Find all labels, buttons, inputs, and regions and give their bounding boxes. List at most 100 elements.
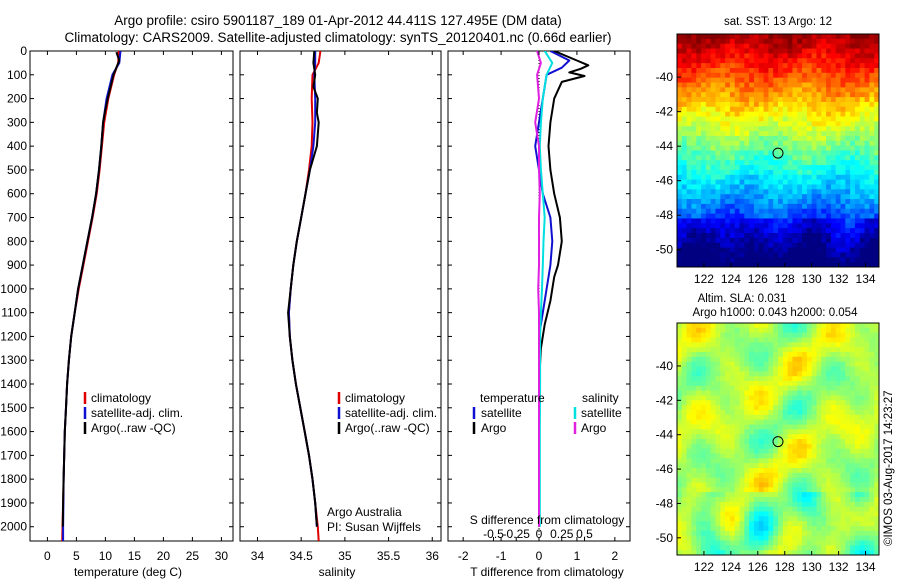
map-cell bbox=[749, 77, 755, 84]
map-cell bbox=[806, 410, 813, 416]
map-cell bbox=[806, 439, 813, 445]
map-cell bbox=[734, 429, 741, 435]
map-cell bbox=[729, 419, 736, 426]
map-cell bbox=[854, 540, 861, 546]
map-cell bbox=[850, 140, 856, 147]
map-cell bbox=[691, 101, 697, 108]
map-cell bbox=[720, 419, 726, 426]
map-y-tick-label: -50 bbox=[656, 243, 674, 257]
map-cell bbox=[802, 150, 808, 156]
map-cell bbox=[787, 419, 794, 426]
map-cell bbox=[830, 58, 837, 64]
map-cell bbox=[782, 526, 789, 532]
map-cell bbox=[696, 410, 702, 416]
map-cell bbox=[792, 208, 798, 215]
map-cell bbox=[778, 72, 784, 79]
map-cell bbox=[802, 208, 808, 215]
map-cell bbox=[874, 327, 879, 334]
map-cell bbox=[845, 477, 851, 484]
map-cell bbox=[850, 477, 856, 484]
map-cell bbox=[859, 228, 866, 234]
map-cell bbox=[734, 516, 741, 522]
map-cell bbox=[773, 497, 779, 503]
map-cell bbox=[677, 511, 683, 517]
map-cell bbox=[753, 376, 760, 382]
map-cell bbox=[778, 208, 784, 215]
map-cell bbox=[854, 492, 861, 498]
map-cell bbox=[782, 131, 789, 137]
map-cell bbox=[859, 400, 866, 406]
map-cell bbox=[720, 501, 726, 508]
map-cell bbox=[744, 342, 750, 348]
map-cell bbox=[845, 400, 851, 406]
map-cell bbox=[753, 477, 760, 484]
map-cell bbox=[854, 511, 861, 517]
map-cell bbox=[768, 458, 774, 464]
map-cell bbox=[729, 526, 736, 532]
map-cell bbox=[725, 376, 731, 382]
map-cell bbox=[797, 352, 803, 358]
map-cell bbox=[691, 160, 697, 166]
map-cell bbox=[845, 111, 851, 118]
map-cell bbox=[782, 160, 789, 166]
map-cell bbox=[720, 371, 726, 377]
map-cell bbox=[744, 400, 750, 406]
map-cell bbox=[715, 434, 721, 440]
map-cell bbox=[840, 228, 846, 234]
map-cell bbox=[835, 410, 842, 416]
map-cell bbox=[686, 223, 693, 229]
map-cell bbox=[787, 160, 794, 166]
map-cell bbox=[701, 526, 707, 532]
map-cell bbox=[821, 482, 827, 488]
map-cell bbox=[758, 262, 765, 267]
map-cell bbox=[739, 352, 745, 358]
map-cell bbox=[729, 174, 736, 181]
map-cell bbox=[854, 526, 861, 532]
map-cell bbox=[691, 67, 697, 74]
map-cell bbox=[720, 150, 726, 156]
map-cell bbox=[830, 419, 837, 426]
map-cell bbox=[715, 419, 721, 426]
x-tick-label: 1 bbox=[574, 549, 581, 563]
map-cell bbox=[850, 121, 856, 127]
map-cell bbox=[864, 477, 870, 484]
map-cell bbox=[797, 381, 803, 387]
map-cell bbox=[744, 385, 750, 392]
map-cell bbox=[806, 390, 813, 397]
map-cell bbox=[826, 323, 832, 329]
map-cell bbox=[850, 145, 856, 152]
map-cell bbox=[734, 169, 741, 176]
map-cell bbox=[681, 468, 688, 474]
map-cell bbox=[869, 203, 875, 210]
map-cell bbox=[715, 550, 721, 555]
map-cell bbox=[768, 111, 774, 118]
map-cell bbox=[787, 53, 794, 59]
map-cell bbox=[821, 82, 827, 88]
map-cell bbox=[830, 179, 837, 186]
map-cell bbox=[705, 169, 712, 176]
difference-legend: temperature satellite Argo salinity sate… bbox=[472, 391, 622, 435]
map-cell bbox=[821, 337, 827, 343]
map-cell bbox=[859, 356, 866, 363]
map-cell bbox=[854, 58, 861, 64]
map-cell bbox=[835, 323, 842, 329]
map-cell bbox=[749, 526, 755, 532]
map-cell bbox=[691, 82, 697, 88]
map-cell bbox=[874, 521, 879, 527]
map-cell bbox=[869, 545, 875, 551]
map-cell bbox=[734, 199, 741, 205]
map-cell bbox=[734, 535, 741, 542]
map-cell bbox=[763, 410, 769, 416]
map-cell bbox=[734, 347, 741, 353]
map-cell bbox=[691, 366, 697, 372]
map-cell bbox=[720, 381, 726, 387]
map-cell bbox=[734, 223, 741, 229]
map-cell bbox=[821, 43, 827, 50]
map-cell bbox=[816, 184, 822, 190]
map-cell bbox=[753, 395, 760, 401]
map-cell bbox=[797, 492, 803, 498]
map-cell bbox=[874, 218, 879, 224]
map-cell bbox=[749, 405, 755, 411]
map-cell bbox=[739, 213, 745, 220]
map-cell bbox=[811, 511, 818, 517]
